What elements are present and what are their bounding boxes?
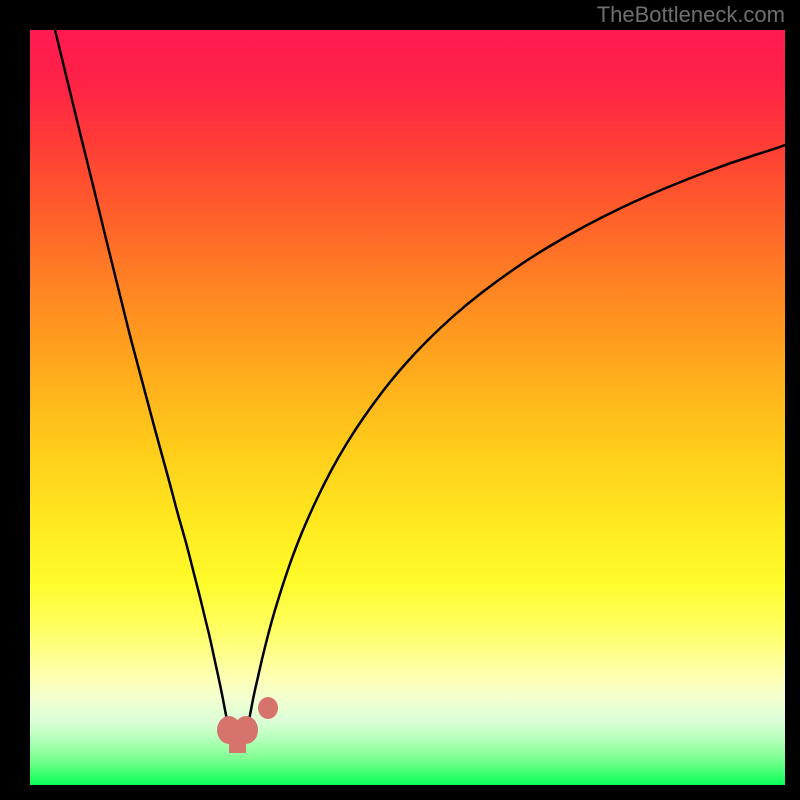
sweet-spot-marker xyxy=(229,734,246,753)
sweet-spot-marker xyxy=(258,697,278,719)
sweet-spot-markers xyxy=(30,30,785,785)
plot-area xyxy=(30,30,785,785)
watermark-text: TheBottleneck.com xyxy=(597,0,785,30)
marker-group xyxy=(217,697,278,753)
chart-frame: TheBottleneck.com xyxy=(0,0,800,800)
